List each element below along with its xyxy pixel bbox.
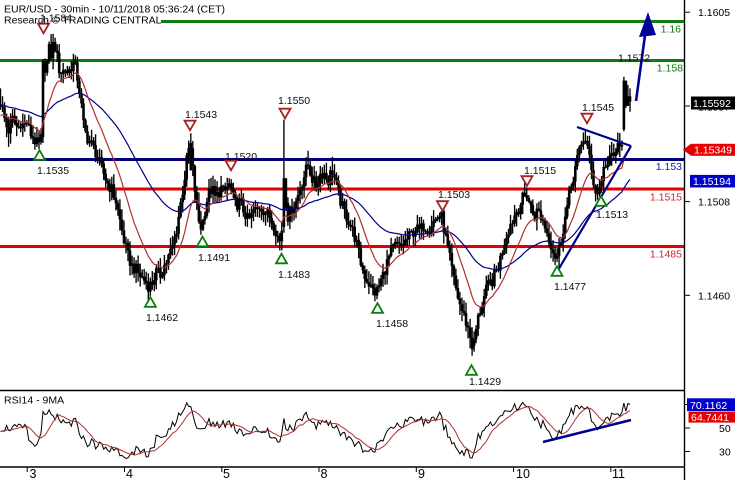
svg-text:3: 3 xyxy=(30,467,37,480)
svg-text:10: 10 xyxy=(516,467,530,480)
svg-text:1.1545: 1.1545 xyxy=(582,102,614,114)
svg-text:9: 9 xyxy=(418,467,425,480)
svg-text:1.1584: 1.1584 xyxy=(40,13,72,25)
svg-text:1.1520: 1.1520 xyxy=(225,151,257,163)
svg-text:1.1515: 1.1515 xyxy=(524,165,556,177)
svg-text:1.15592: 1.15592 xyxy=(693,98,731,110)
svg-text:1.1460: 1.1460 xyxy=(698,290,730,302)
svg-text:1.1572: 1.1572 xyxy=(618,53,650,65)
svg-text:1.1485: 1.1485 xyxy=(650,249,682,261)
svg-text:1.1550: 1.1550 xyxy=(278,95,310,107)
svg-text:64.7441: 64.7441 xyxy=(691,412,729,424)
svg-text:1.1515: 1.1515 xyxy=(650,192,682,204)
svg-text:1.158: 1.158 xyxy=(657,63,683,75)
svg-text:1.1458: 1.1458 xyxy=(376,318,408,330)
svg-text:1.1477: 1.1477 xyxy=(554,281,586,293)
svg-text:EUR/USD - 30min - 10/11/2018 0: EUR/USD - 30min - 10/11/2018 05:36:24 (C… xyxy=(4,4,225,16)
svg-text:30: 30 xyxy=(719,447,731,459)
svg-text:1.1605: 1.1605 xyxy=(698,7,730,19)
svg-text:Research © TRADING CENTRAL: Research © TRADING CENTRAL xyxy=(4,15,162,27)
svg-text:1.16: 1.16 xyxy=(661,24,682,36)
svg-text:1.1535: 1.1535 xyxy=(37,165,69,177)
svg-text:11: 11 xyxy=(612,467,625,480)
svg-text:1.1491: 1.1491 xyxy=(198,252,230,264)
svg-text:1.1503: 1.1503 xyxy=(438,189,470,201)
svg-text:1.1543: 1.1543 xyxy=(185,109,217,121)
svg-text:1.153: 1.153 xyxy=(656,161,682,173)
svg-text:RSI14 - 9MA: RSI14 - 9MA xyxy=(4,395,64,407)
svg-text:5: 5 xyxy=(223,467,230,480)
svg-text:1.1483: 1.1483 xyxy=(278,269,310,281)
svg-text:70.1162: 70.1162 xyxy=(690,400,727,412)
svg-text:1.1462: 1.1462 xyxy=(146,312,178,324)
svg-text:1.15194: 1.15194 xyxy=(693,176,731,188)
svg-text:1.15349: 1.15349 xyxy=(694,145,732,157)
svg-text:1.1429: 1.1429 xyxy=(469,376,501,388)
svg-text:4: 4 xyxy=(126,467,133,480)
svg-text:1.1508: 1.1508 xyxy=(698,197,730,209)
svg-text:8: 8 xyxy=(321,467,328,480)
svg-text:1.1513: 1.1513 xyxy=(596,209,628,221)
svg-text:50: 50 xyxy=(719,423,731,435)
